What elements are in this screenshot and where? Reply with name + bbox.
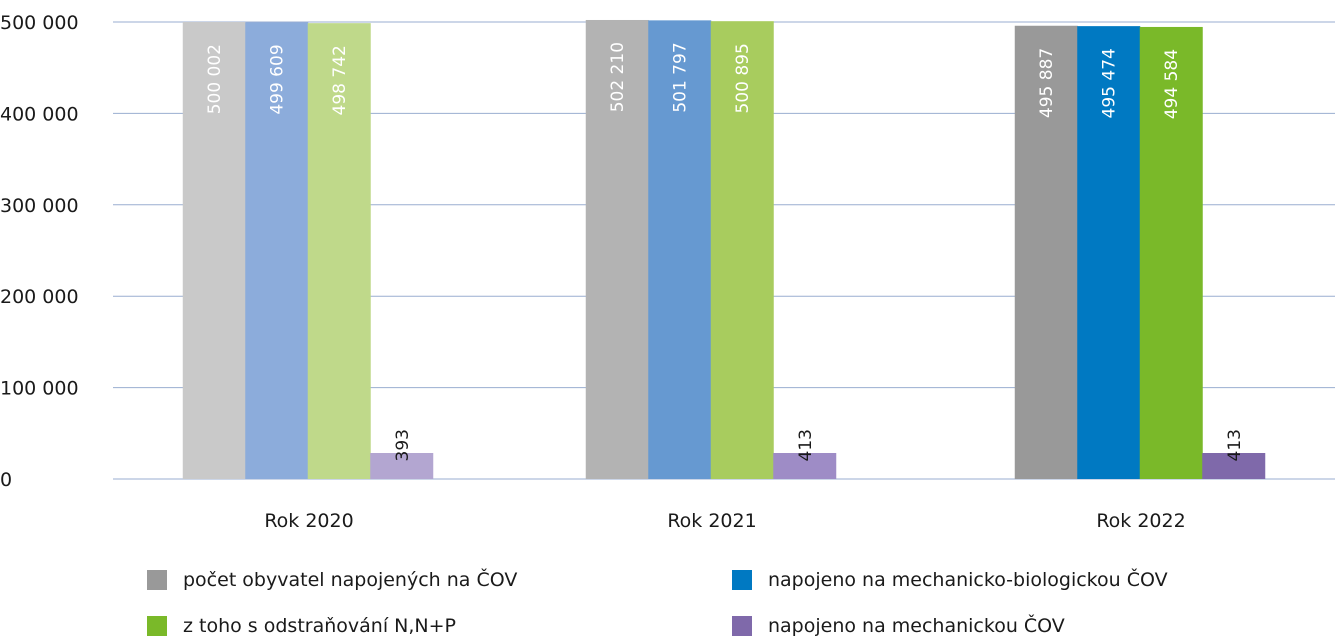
bar: [710, 21, 774, 479]
bar: [648, 20, 712, 479]
bar: [370, 453, 434, 479]
bar-value-label: 495 887: [1037, 48, 1057, 118]
bar: [1014, 25, 1078, 480]
x-tick-label: Rok 2021: [667, 510, 756, 532]
bar: [1202, 453, 1266, 479]
bar-value-label: 413: [796, 429, 816, 461]
y-tick-label: 300 000: [0, 195, 79, 217]
bar: [773, 453, 837, 479]
bar: [1139, 26, 1203, 479]
bar-value-label: 501 797: [671, 42, 691, 112]
y-tick-label: 100 000: [0, 378, 79, 400]
bar-value-label: 500 895: [733, 43, 753, 113]
y-tick-label: 500 000: [0, 12, 79, 34]
bar-value-label: 494 584: [1162, 49, 1182, 119]
bar-value-label: 393: [393, 429, 413, 461]
y-tick-label: 0: [0, 469, 12, 491]
bar-value-label: 413: [1225, 429, 1245, 461]
bar-value-label: 502 210: [608, 42, 628, 112]
bar: [1077, 26, 1141, 479]
y-axis: 0 100 000 200 000 300 000 400 000 500 000: [0, 12, 79, 491]
x-axis: Rok 2020 Rok 2021 Rok 2022: [264, 510, 1185, 532]
bar: [585, 19, 649, 479]
y-tick-label: 400 000: [0, 103, 79, 125]
bars: 500 002 499 609 498 742 393 502 210 501 797 50…: [182, 19, 1266, 480]
bar-value-label: 495 474: [1100, 48, 1120, 118]
bar: [182, 21, 246, 480]
bar-value-label: 500 002: [205, 44, 225, 114]
x-tick-label: Rok 2022: [1096, 510, 1185, 532]
bar: [245, 22, 309, 480]
y-tick-label: 200 000: [0, 286, 79, 308]
bar-value-label: 498 742: [330, 45, 350, 115]
bar-value-label: 499 609: [268, 44, 288, 114]
x-tick-label: Rok 2020: [264, 510, 353, 532]
bar: [307, 23, 371, 480]
